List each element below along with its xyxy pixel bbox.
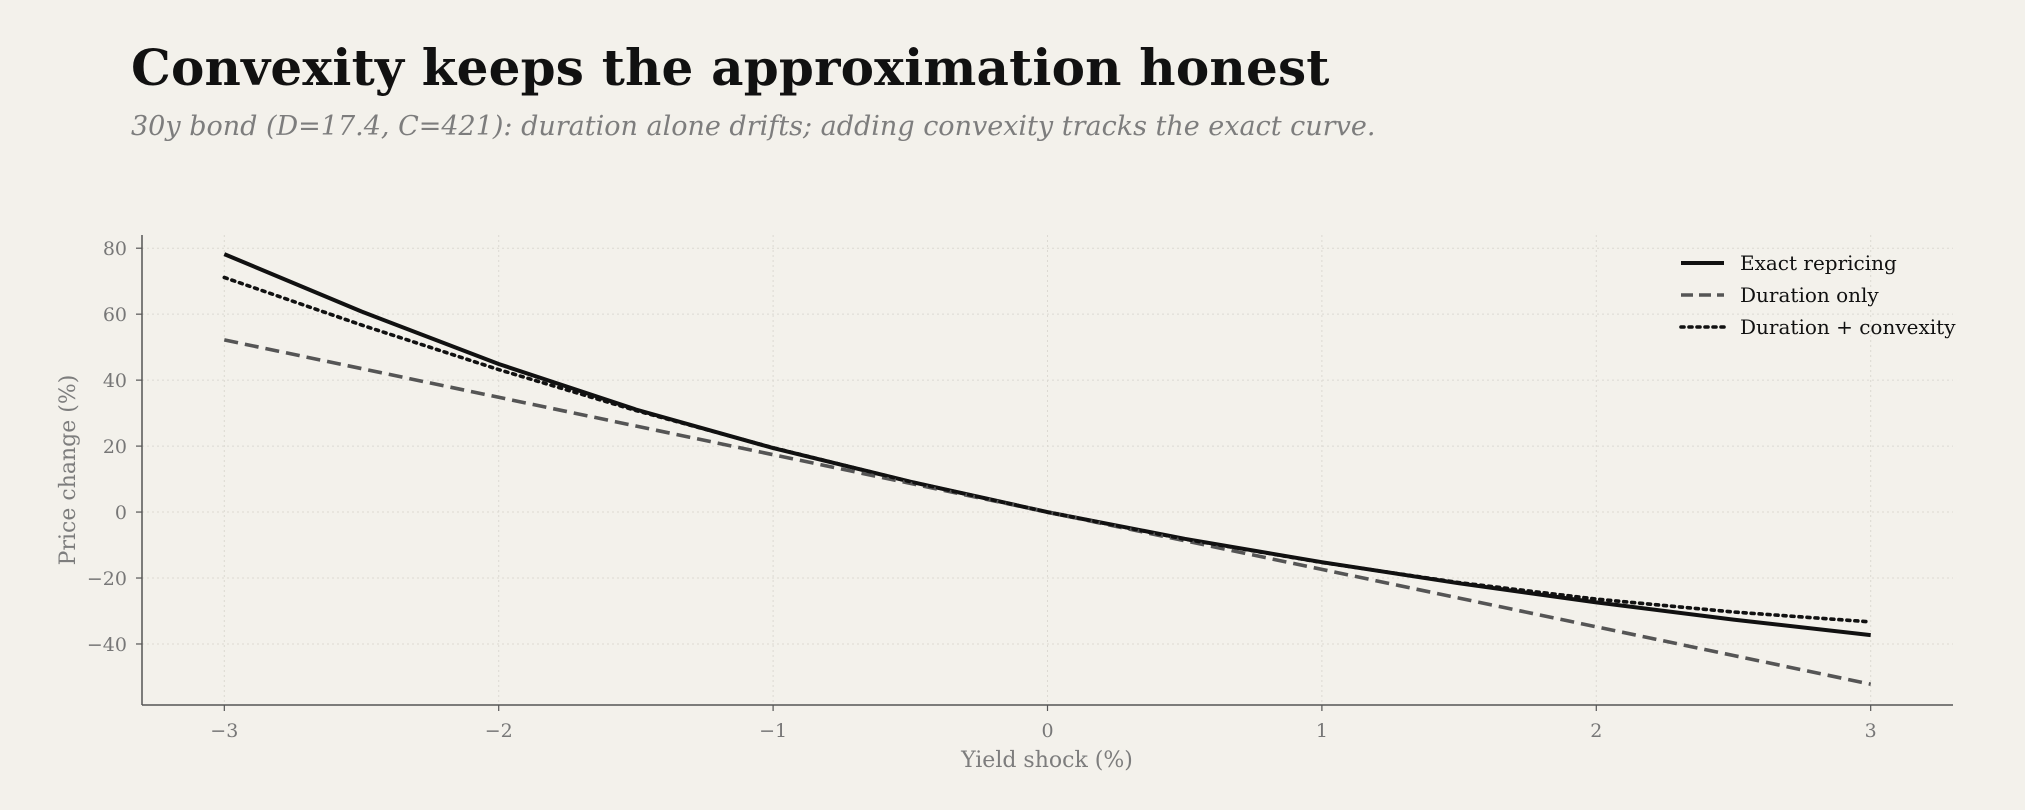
- x-tick-label: 3: [1865, 720, 1877, 742]
- y-tick-label: 80: [103, 238, 127, 260]
- series-line-3: [222, 275, 1873, 624]
- x-tick-label: 1: [1316, 720, 1328, 742]
- chart-title: Convexity keeps the approximation honest: [131, 38, 1330, 97]
- y-tick-label: 0: [115, 502, 127, 524]
- y-tick-label: −20: [87, 568, 127, 590]
- x-tick-label: −1: [759, 720, 787, 742]
- y-ticks: −40 −20 0 20 40 60 80: [87, 238, 142, 656]
- y-tick-label: 40: [103, 370, 127, 392]
- x-tick-label: −3: [210, 720, 238, 742]
- series-lines: [222, 252, 1873, 686]
- legend-label-3: Duration + convexity: [1740, 315, 1956, 339]
- x-tick-label: 2: [1590, 720, 1602, 742]
- grid: [142, 235, 1953, 705]
- legend-label-1: Exact repricing: [1740, 251, 1897, 275]
- legend-label-2: Duration only: [1740, 283, 1879, 307]
- y-tick-label: −40: [87, 634, 127, 656]
- x-tick-label: −2: [485, 720, 513, 742]
- x-axis-label: Yield shock (%): [960, 748, 1133, 773]
- y-tick-label: 60: [103, 304, 127, 326]
- legend: Exact repricing Duration only Duration + c…: [1679, 251, 1956, 339]
- chart-subtitle: 30y bond (D=17.4, C=421): duration alone…: [131, 111, 1376, 142]
- y-tick-label: 20: [103, 436, 127, 458]
- x-ticks: −3 −2 −1 0 1 2 3: [210, 705, 1877, 742]
- y-axis-label: Price change (%): [56, 375, 81, 566]
- x-tick-label: 0: [1041, 720, 1053, 742]
